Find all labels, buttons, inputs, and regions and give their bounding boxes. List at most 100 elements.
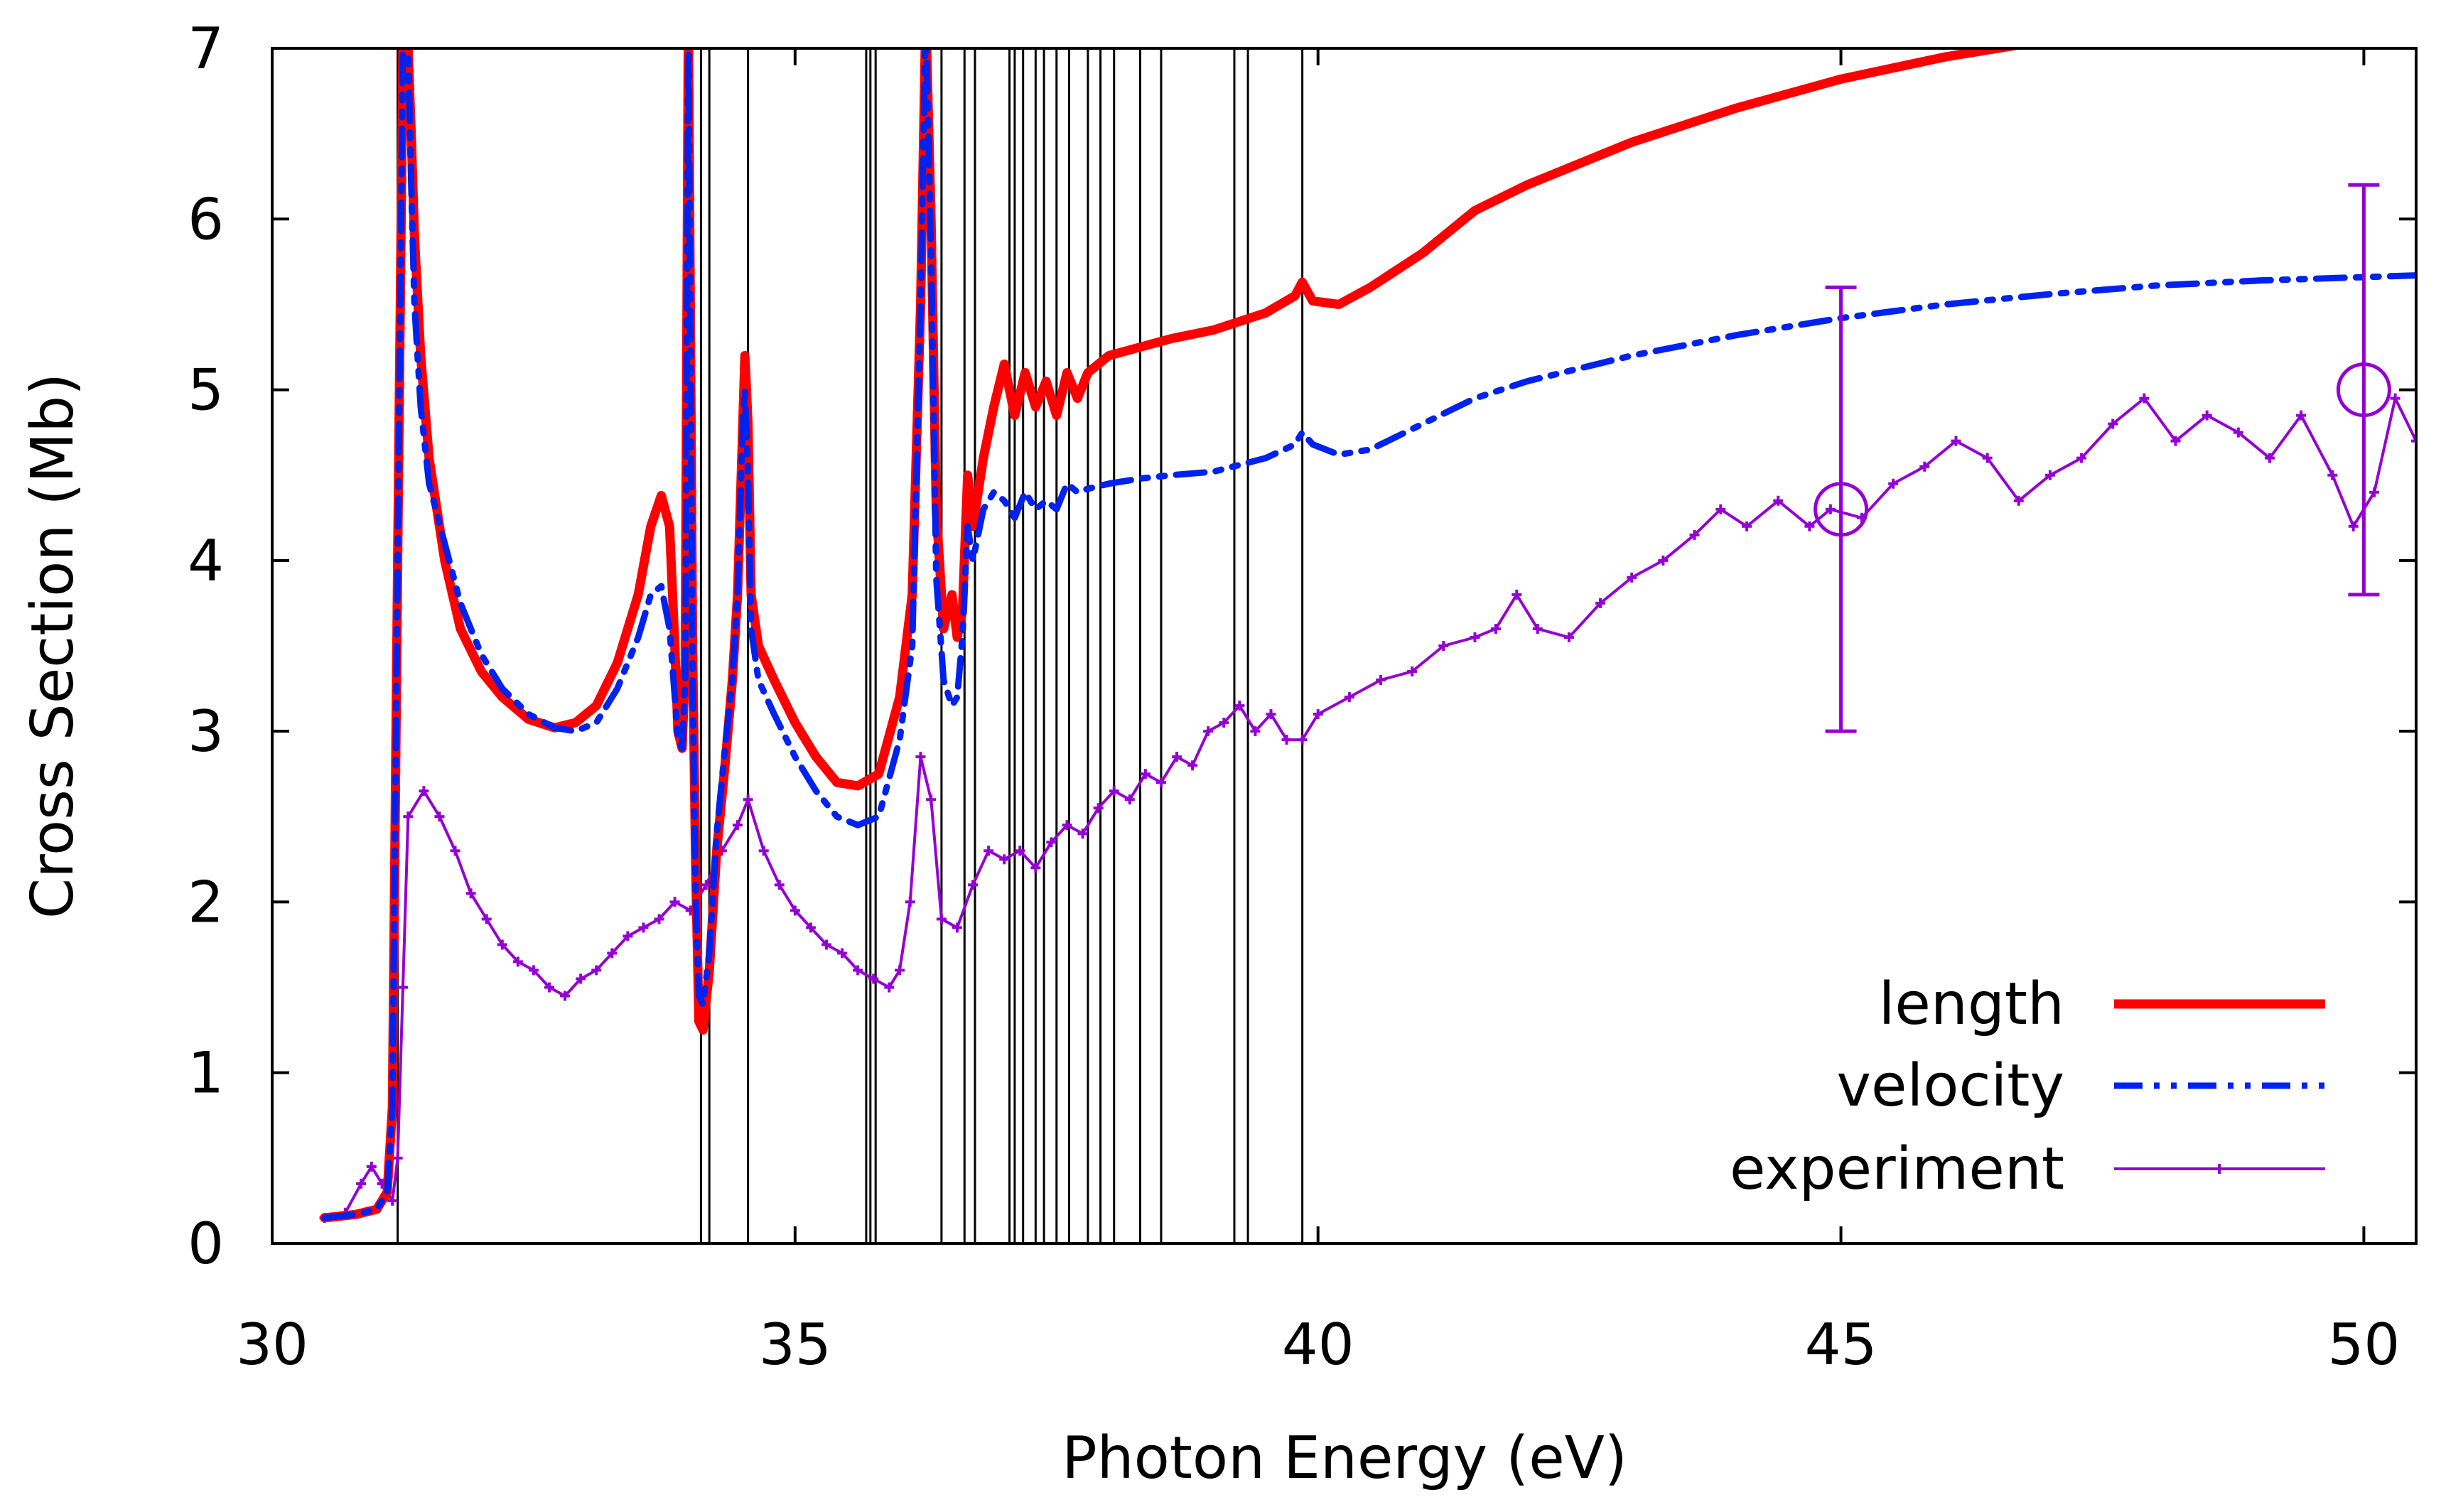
experiment-point	[654, 914, 664, 924]
experiment-point	[1490, 623, 1501, 634]
legend: length velocity experiment	[1730, 971, 2325, 1203]
experiment-point	[1773, 495, 1784, 506]
experiment-point	[758, 846, 769, 856]
experiment-point	[853, 965, 863, 976]
experiment-point	[936, 914, 947, 924]
experiment-point	[2390, 393, 2400, 404]
error-bars	[1814, 183, 2391, 733]
experiment-point	[2139, 393, 2150, 404]
experiment-point	[397, 982, 408, 993]
experiment-point	[1250, 726, 1261, 737]
experiment-point	[497, 939, 507, 950]
experiment-point	[544, 982, 555, 993]
experiment-point	[984, 846, 994, 856]
error-bar	[2336, 183, 2391, 597]
experiment-point	[1982, 453, 1993, 463]
series-length-line	[320, 48, 2027, 1223]
x-tick-label: 35	[759, 1312, 831, 1378]
x-tick-label: 50	[2328, 1312, 2400, 1378]
threshold-lines	[397, 48, 1304, 1243]
experiment-point	[1124, 794, 1135, 805]
experiment-point	[607, 948, 618, 958]
experiment-point	[868, 973, 879, 984]
experiment-point	[1281, 735, 1292, 745]
y-tick-label: 6	[188, 186, 224, 252]
experiment-point	[895, 965, 905, 976]
x-tick-label: 40	[1282, 1312, 1354, 1378]
experiment-point	[387, 1195, 398, 1206]
legend-label-length: length	[1879, 971, 2064, 1038]
experiment-point	[1407, 666, 1418, 677]
y-tick-label: 4	[188, 528, 224, 594]
experiment-point	[884, 982, 895, 993]
experiment-point	[732, 820, 743, 831]
series-experiment-line	[323, 396, 2416, 1219]
y-tick-label: 2	[188, 869, 224, 935]
experiment-point	[1825, 504, 1836, 514]
experiment-point	[2264, 453, 2275, 463]
experiment-point	[2296, 410, 2307, 421]
experiment-point	[1512, 589, 1522, 600]
x-tick-label: 45	[1805, 1312, 1877, 1378]
y-axis: 0 1 2 3 4 5 6 7	[188, 16, 2416, 1277]
y-tick-label: 7	[188, 16, 224, 82]
experiment-point	[356, 1178, 367, 1189]
experiment-point	[1297, 735, 1308, 745]
experiment-point	[2348, 521, 2359, 531]
experiment-point	[366, 1161, 377, 1172]
experiment-point	[576, 973, 586, 984]
series-layer	[319, 48, 2416, 1223]
y-tick-label: 5	[188, 357, 224, 423]
y-tick-label: 0	[188, 1211, 224, 1277]
experiment-point	[1030, 863, 1041, 873]
experiment-point	[669, 897, 680, 907]
experiment-point	[419, 786, 429, 796]
experiment-point	[1470, 632, 1480, 642]
experiment-point	[1313, 709, 1323, 720]
experiment-point	[1203, 726, 1214, 737]
experiment-point	[1234, 701, 1245, 711]
x-axis-title: Photon Energy (eV)	[1062, 1425, 1627, 1492]
experiment-point	[1804, 521, 1815, 531]
experiment-point	[743, 794, 753, 805]
experiment-point	[481, 914, 492, 924]
experiment-point	[1658, 555, 1669, 566]
legend-label-velocity: velocity	[1837, 1052, 2064, 1120]
experiment-point	[1172, 752, 1182, 762]
experiment-point	[1742, 521, 1752, 531]
experiment-point	[1438, 641, 1449, 651]
experiment-point	[2202, 410, 2212, 421]
experiment-point	[2411, 436, 2416, 446]
experiment-point	[512, 956, 523, 967]
experiment-point	[623, 931, 633, 941]
experiment-point	[790, 905, 800, 916]
experiment-point	[1062, 820, 1072, 831]
y-tick-label: 1	[188, 1040, 224, 1106]
experiment-point	[560, 990, 571, 1001]
experiment-point	[450, 846, 460, 856]
experiment-point	[392, 1152, 403, 1163]
experiment-point	[905, 897, 915, 907]
experiment-point	[774, 880, 785, 890]
y-axis-title: Cross Section (Mb)	[19, 373, 87, 919]
experiment-point	[1532, 623, 1543, 634]
experiment-point	[1077, 828, 1088, 839]
experiment-point	[1376, 675, 1386, 686]
experiment-point	[2013, 495, 2024, 506]
experiment-point	[952, 922, 962, 933]
experiment-point	[1219, 718, 1229, 728]
experiment-point	[2044, 470, 2055, 480]
x-tick-label: 30	[236, 1312, 308, 1378]
experiment-point	[403, 811, 414, 822]
experiment-point	[915, 752, 926, 762]
experiment-point	[2108, 418, 2118, 429]
experiment-point	[1155, 777, 1166, 788]
experiment-point	[2170, 436, 2181, 446]
experiment-point	[465, 888, 476, 899]
legend-label-experiment: experiment	[1730, 1135, 2064, 1203]
experiment-point	[837, 948, 848, 958]
experiment-point	[591, 965, 602, 976]
experiment-point	[1187, 760, 1198, 771]
experiment-point	[1109, 786, 1119, 796]
